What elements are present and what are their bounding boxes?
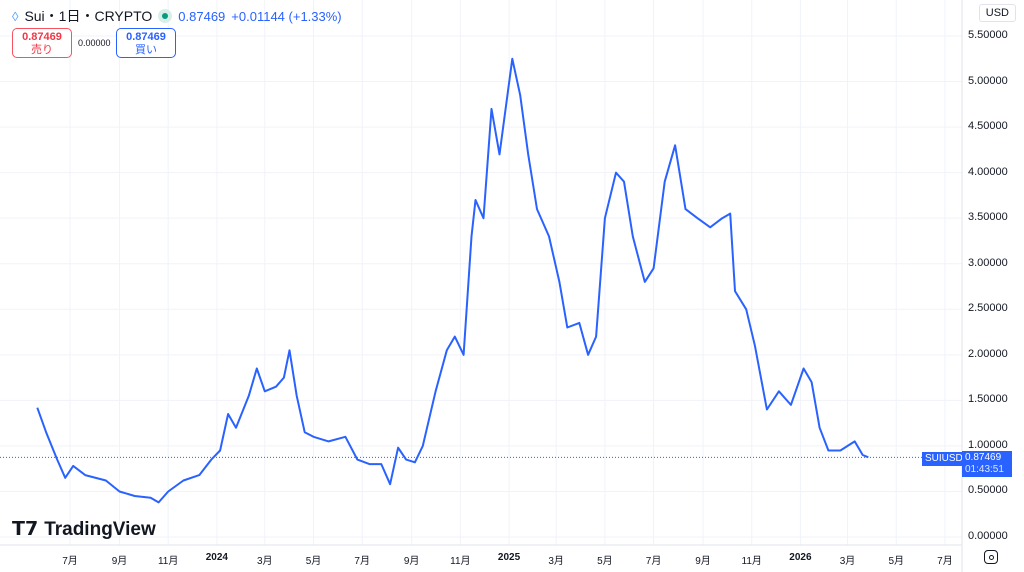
x-tick-label: 11月 [741, 556, 762, 567]
tv-logo-icon: 𝗧𝟳 [12, 519, 39, 540]
sell-button[interactable]: 0.87469 売り [12, 28, 72, 58]
symbol-header: ◊ Sui・1日・CRYPTO 0.87469 +0.01144 (+1.33%… [12, 6, 342, 26]
y-tick-label: 2.00000 [968, 347, 1008, 360]
buy-price: 0.87469 [126, 31, 166, 43]
x-tick-label: 9月 [403, 556, 420, 567]
x-tick-label: 11月 [450, 556, 471, 567]
buy-label: 買い [135, 44, 157, 56]
price-tag: 0.87469 01:43:51 [962, 451, 1012, 477]
y-tick-label: 0.00000 [968, 530, 1008, 542]
tradingview-logo[interactable]: 𝗧𝟳 TradingView [12, 518, 156, 541]
market-status-icon [158, 9, 173, 23]
x-tick-label: 3月 [548, 556, 564, 567]
buy-button[interactable]: 0.87469 買い [116, 28, 176, 58]
x-tick-label: 7月 [937, 556, 953, 567]
y-tick-label: 4.00000 [968, 165, 1008, 178]
x-tick-label: 3月 [839, 556, 856, 567]
y-tick-label: 5.00000 [968, 74, 1008, 87]
logo-text: TradingView [44, 518, 156, 540]
spread: 0.00000 [78, 38, 111, 48]
x-tick-label: 7月 [62, 556, 78, 567]
x-tick-label: 9月 [111, 556, 128, 567]
x-tick-label: 5月 [888, 556, 904, 567]
x-tick-label: 5月 [597, 556, 613, 567]
y-tick-label: 3.00000 [968, 256, 1008, 269]
symbol-title[interactable]: Sui・1日・CRYPTO [24, 8, 153, 24]
settings-icon[interactable] [984, 550, 998, 564]
x-tick-label: 5月 [305, 556, 322, 567]
x-tick-label: 9月 [695, 556, 711, 567]
x-tick-label: 2026 [789, 552, 812, 563]
price-tag-value: 0.87469 [965, 452, 1002, 463]
x-tick-label: 2024 [205, 552, 228, 563]
y-tick-label: 4.50000 [968, 120, 1008, 133]
y-tick-label: 2.50000 [968, 302, 1008, 315]
x-tick-label: 11月 [157, 556, 179, 567]
x-tick-label: 3月 [257, 556, 273, 567]
x-tick-label: 7月 [645, 556, 662, 567]
y-tick-label: 5.50000 [968, 29, 1008, 41]
y-tick-label: 1.00000 [968, 438, 1008, 451]
last-price: 0.87469 [178, 8, 226, 24]
price-change: +0.01144 (+1.33%) [231, 8, 342, 24]
y-tick-label: 3.50000 [968, 211, 1008, 224]
y-tick-label: 1.50000 [968, 393, 1008, 406]
sui-logo-icon: ◊ [12, 8, 19, 24]
y-tick-label: 0.50000 [968, 484, 1008, 497]
sell-price: 0.87469 [22, 31, 62, 43]
price-line [36, 57, 869, 504]
sell-label: 売り [31, 44, 53, 56]
x-tick-label: 2025 [497, 552, 521, 563]
currency-selector[interactable]: USD [978, 4, 1016, 22]
x-tick-label: 7月 [354, 556, 370, 567]
symbol-tag: SUIUSD [922, 452, 966, 466]
countdown: 01:43:51 [965, 464, 1004, 475]
